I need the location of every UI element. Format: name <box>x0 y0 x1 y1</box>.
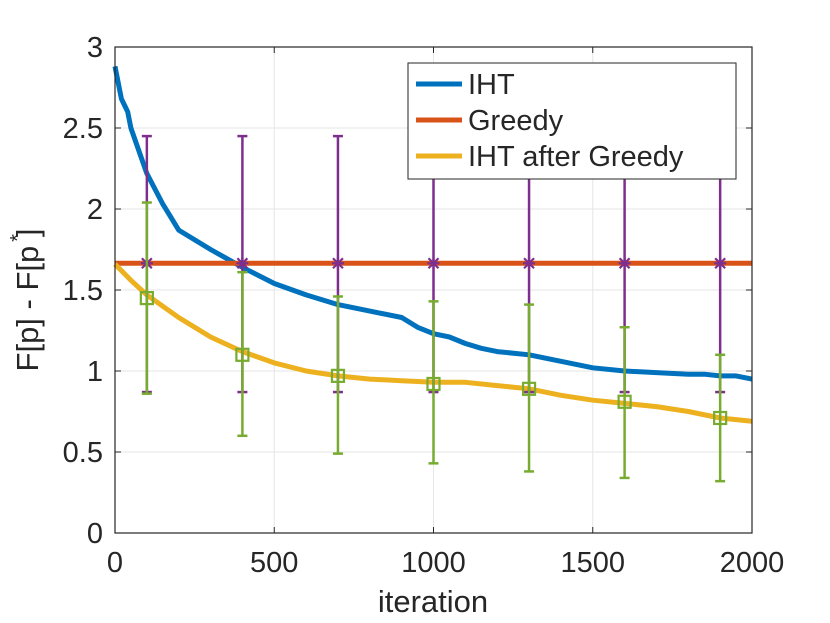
y-tick-label: 1 <box>87 356 103 388</box>
asterisk-stroke <box>427 257 440 270</box>
asterisk-stroke <box>236 257 249 270</box>
errorbar-marker-square <box>330 368 346 383</box>
asterisk-stroke <box>332 257 344 270</box>
errorbar-marker-square <box>521 381 537 396</box>
series-line-iht-after-greedy <box>113 262 753 424</box>
errorbar-marker-asterisk <box>236 257 249 270</box>
errorbar-marker-square <box>235 347 250 362</box>
errorbar-marker-square <box>426 376 441 392</box>
legend-label: IHT <box>468 69 515 101</box>
x-tick-label: 500 <box>250 547 298 579</box>
x-tick-label: 2000 <box>720 547 785 579</box>
y-tick-label: 0.5 <box>63 437 103 469</box>
errorbar-marker-asterisk <box>618 257 631 270</box>
y-axis-label-superscript: * <box>7 234 29 242</box>
errorbar-marker-square <box>139 291 154 306</box>
y-tick-label: 0 <box>87 518 103 550</box>
x-tick-label: 0 <box>107 547 123 579</box>
x-tick-label: 1000 <box>401 547 466 579</box>
legend-box <box>407 62 737 180</box>
errorbar-marker-asterisk <box>427 257 440 270</box>
legend-label: Greedy <box>468 105 564 137</box>
asterisk-stroke <box>523 257 535 270</box>
x-axis-label: iteration <box>378 584 488 619</box>
asterisk-stroke <box>618 257 631 270</box>
y-tick-label: 1.5 <box>63 275 103 307</box>
errorbar-layer <box>139 134 728 483</box>
errorbar-marker-square <box>617 394 632 409</box>
x-tick-label: 1500 <box>560 547 625 579</box>
y-axis-label-group: F[p] - F[p ] * <box>7 229 45 372</box>
errorbar-group-iht-after-greedy-error <box>139 201 728 483</box>
errorbar-marker-asterisk <box>331 257 344 270</box>
y-axis-label: F[p] - F[p ] <box>10 229 45 372</box>
errorbar-marker-asterisk <box>523 257 536 270</box>
asterisk-stroke <box>714 257 726 270</box>
y-ticks: 0 0.5 1 1.5 2 2.5 3 <box>63 32 752 550</box>
legend: IHT Greedy IHT after Greedy <box>407 62 737 180</box>
y-tick-label: 2 <box>87 194 103 226</box>
x-ticks: 0 500 1000 1500 2000 <box>107 47 784 579</box>
y-tick-label: 3 <box>87 32 103 64</box>
series-line-iht <box>112 65 753 382</box>
legend-label: IHT after Greedy <box>468 141 684 173</box>
errorbar-marker-square <box>713 410 728 426</box>
y-tick-label: 2.5 <box>63 113 103 145</box>
errorbar-marker-asterisk <box>714 257 727 270</box>
